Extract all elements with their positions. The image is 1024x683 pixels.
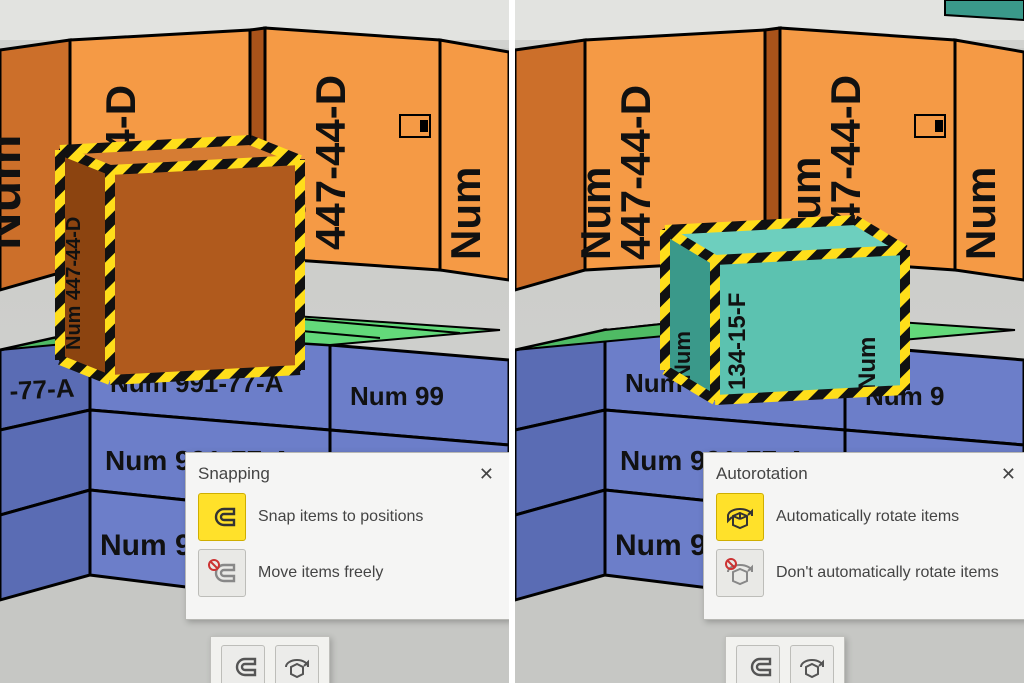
svg-text:447-44-D: 447-44-D (307, 75, 354, 250)
rotate-auto-icon (716, 493, 764, 541)
svg-text:447-44-D: 447-44-D (612, 85, 659, 260)
svg-text:134-15-F: 134-15-F (724, 293, 751, 390)
viewport-right[interactable]: 447-44-D Num Num 447-44-D Num Num 991-77… (512, 0, 1024, 683)
toolbar-left (210, 636, 330, 683)
close-icon[interactable]: ✕ (997, 463, 1020, 485)
svg-text:Num 447-44-D: Num 447-44-D (63, 217, 85, 350)
toolbar-right (725, 636, 845, 683)
option-label: Snap items to positions (258, 507, 423, 526)
option-auto-rotate[interactable]: Automatically rotate items (716, 493, 1020, 541)
svg-text:Num: Num (442, 167, 489, 260)
svg-text:Num: Num (957, 167, 1004, 260)
option-label: Don't automatically rotate items (776, 563, 999, 582)
magnet-snap-icon (198, 493, 246, 541)
viewport-left[interactable]: Num 447-44-D Num Num 447-44-D Num -77-A (0, 0, 512, 683)
selected-box-right[interactable]: Num 134-15-F Num (665, 220, 905, 400)
option-snap-to-positions[interactable]: Snap items to positions (198, 493, 498, 541)
svg-text:Num: Num (854, 337, 881, 390)
snap-toggle-button[interactable] (221, 645, 265, 683)
svg-text:-77-A: -77-A (9, 373, 76, 406)
svg-text:Num: Num (0, 134, 32, 250)
magnet-free-icon (198, 549, 246, 597)
rotate-no-auto-icon (716, 549, 764, 597)
autorotate-toggle-button[interactable] (790, 645, 834, 683)
snapping-popup: Snapping ✕ Snap items to positions Move (185, 452, 511, 620)
snap-toggle-button[interactable] (736, 645, 780, 683)
popup-title: Autorotation (716, 464, 808, 484)
svg-text:Num: Num (572, 167, 619, 260)
option-label: Automatically rotate items (776, 507, 959, 526)
autorotation-popup: Autorotation ✕ Automatically rotate ite (703, 452, 1024, 620)
option-label: Move items freely (258, 563, 383, 582)
close-icon[interactable]: ✕ (475, 463, 498, 485)
autorotate-toggle-button[interactable] (275, 645, 319, 683)
selected-box-left[interactable]: Num 447-44-D (60, 140, 300, 380)
option-no-auto-rotate[interactable]: Don't automatically rotate items (716, 549, 1020, 597)
popup-title: Snapping (198, 464, 270, 484)
option-move-freely[interactable]: Move items freely (198, 549, 498, 597)
svg-text:Num 99: Num 99 (350, 381, 444, 411)
